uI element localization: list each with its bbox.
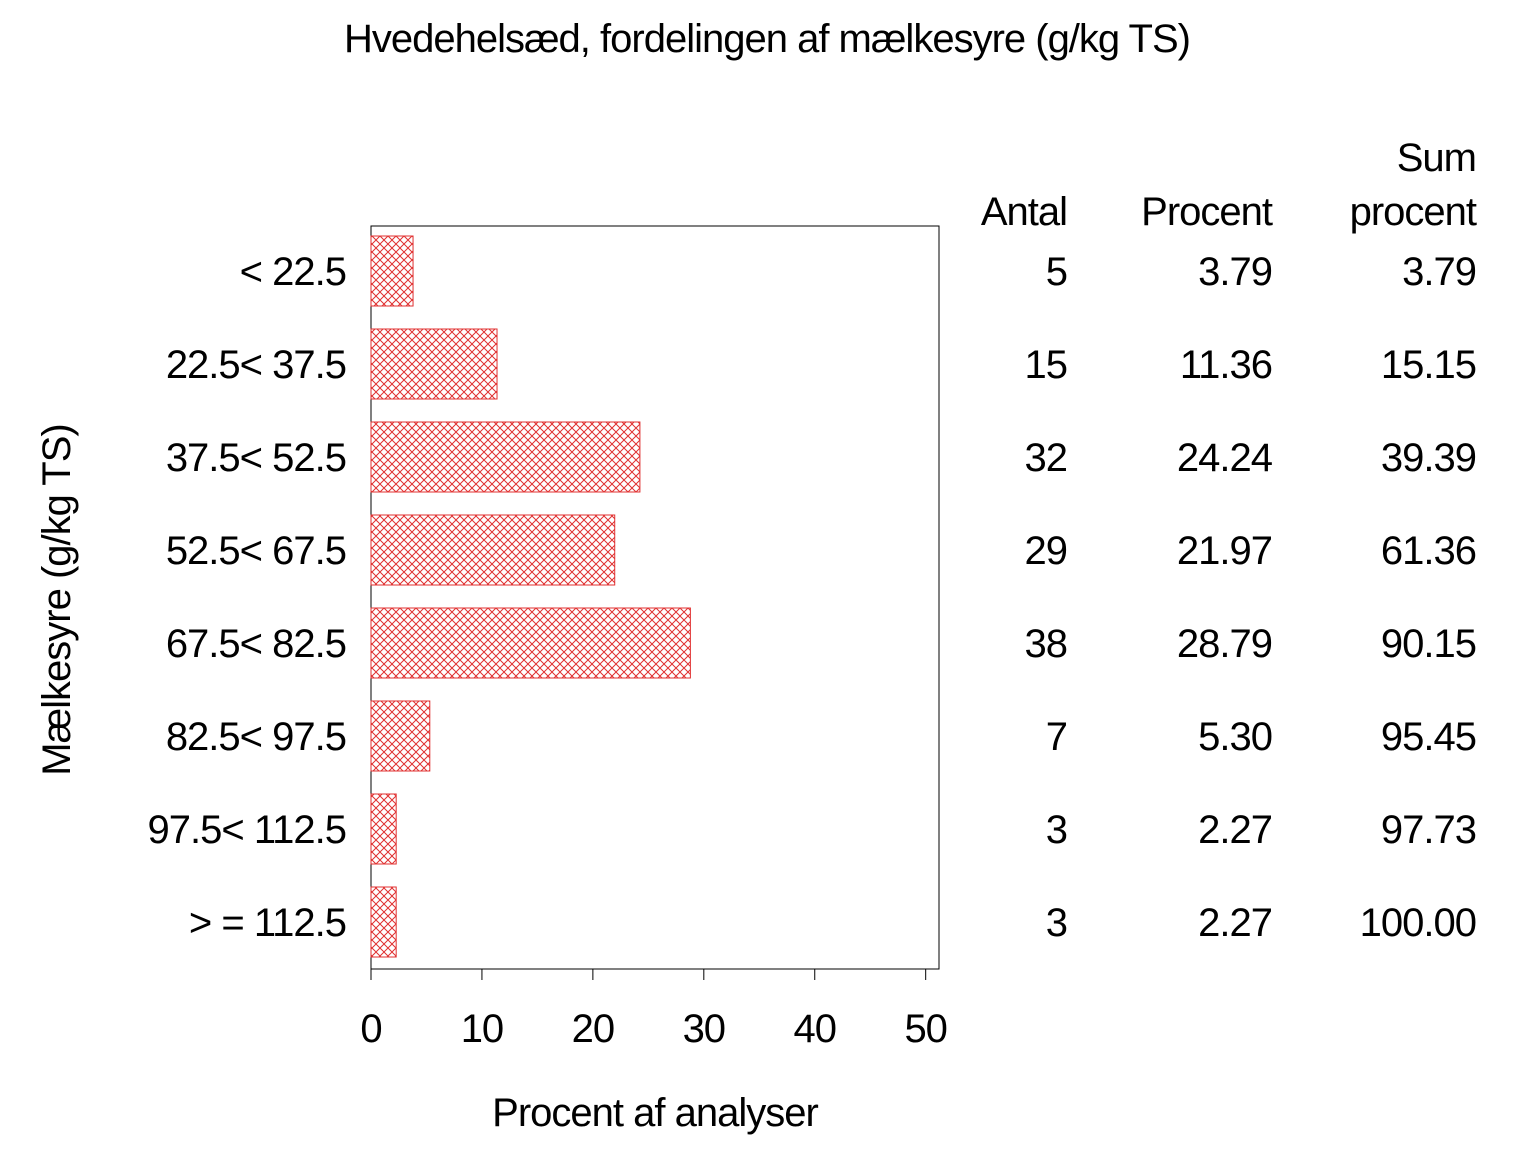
table-percent: 24.24 bbox=[1177, 436, 1273, 480]
table-count: 3 bbox=[1046, 808, 1067, 852]
table-percent: 2.27 bbox=[1198, 901, 1272, 945]
table-percent: 11.36 bbox=[1180, 343, 1272, 387]
table-cumulative: 95.45 bbox=[1381, 715, 1476, 759]
y-tick-label: 82.5< 97.5 bbox=[166, 715, 346, 759]
y-tick-label: 97.5< 112.5 bbox=[148, 808, 346, 852]
y-tick-label: 67.5< 82.5 bbox=[166, 622, 346, 666]
table-count: 29 bbox=[1025, 529, 1068, 573]
table-count: 3 bbox=[1046, 901, 1067, 945]
y-tick-label: 22.5< 37.5 bbox=[166, 343, 346, 387]
x-tick-label: 20 bbox=[572, 1007, 615, 1051]
table-percent: 21.97 bbox=[1177, 529, 1272, 573]
table-percent: 5.30 bbox=[1198, 715, 1272, 759]
table-count: 38 bbox=[1025, 622, 1068, 666]
y-tick-label: 52.5< 67.5 bbox=[166, 529, 346, 573]
x-axis-label: Procent af analyser bbox=[492, 1091, 818, 1135]
x-tick-label: 50 bbox=[904, 1007, 947, 1051]
bar bbox=[370, 793, 397, 865]
x-tick-label: 30 bbox=[683, 1007, 726, 1051]
table-header: Procent bbox=[1141, 190, 1273, 234]
y-tick-label: 37.5< 52.5 bbox=[166, 436, 346, 480]
x-tick-label: 40 bbox=[794, 1007, 837, 1051]
table-cumulative: 100.00 bbox=[1360, 901, 1476, 945]
table-cumulative: 39.39 bbox=[1381, 436, 1476, 480]
table-cumulative: 3.79 bbox=[1402, 250, 1476, 294]
chart-title: Hvedehelsæd, fordelingen af mælkesyre (g… bbox=[344, 17, 1190, 61]
table-percent: 28.79 bbox=[1177, 622, 1272, 666]
table-header: Sum bbox=[1397, 136, 1476, 180]
table-percent: 2.27 bbox=[1198, 808, 1272, 852]
plot-frame bbox=[370, 225, 940, 970]
bar bbox=[370, 607, 691, 679]
table-cumulative: 15.15 bbox=[1381, 343, 1476, 387]
table-percent: 3.79 bbox=[1198, 250, 1272, 294]
x-tick-label: 10 bbox=[461, 1007, 504, 1051]
y-tick-label: < 22.5 bbox=[240, 250, 346, 294]
y-axis-label: Mælkesyre (g/kg TS) bbox=[35, 424, 79, 775]
x-tick-label: 0 bbox=[360, 1007, 381, 1051]
table-count: 5 bbox=[1046, 250, 1067, 294]
table-cumulative: 90.15 bbox=[1381, 622, 1476, 666]
bar bbox=[370, 514, 616, 586]
table-header: procent bbox=[1350, 190, 1477, 234]
bar bbox=[370, 421, 641, 493]
bar bbox=[370, 700, 431, 772]
table-cumulative: 97.73 bbox=[1381, 808, 1476, 852]
table-count: 7 bbox=[1046, 715, 1067, 759]
bar bbox=[370, 235, 414, 307]
table-count: 32 bbox=[1025, 436, 1068, 480]
bar bbox=[370, 886, 397, 958]
table-count: 15 bbox=[1025, 343, 1068, 387]
table-header: Antal bbox=[981, 190, 1067, 234]
bar bbox=[370, 328, 498, 400]
y-tick-label: > = 112.5 bbox=[189, 901, 346, 945]
table-cumulative: 61.36 bbox=[1381, 529, 1476, 573]
